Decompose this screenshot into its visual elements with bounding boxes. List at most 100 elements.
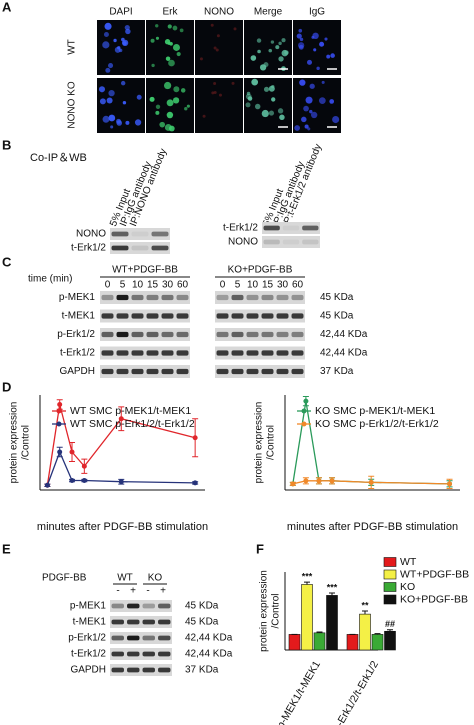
- blot-band: [231, 294, 244, 301]
- significance-mark: ***: [327, 582, 338, 592]
- cell: [306, 59, 313, 65]
- blot-band: [216, 313, 229, 319]
- cell: [114, 46, 121, 53]
- lane-label: 60: [292, 280, 304, 291]
- cell: [309, 109, 313, 114]
- blot-band: [146, 313, 159, 319]
- legend-marker: [56, 421, 62, 427]
- cell: [149, 96, 155, 102]
- row-label: GAPDH: [70, 665, 106, 676]
- blot-band: [276, 368, 289, 375]
- size-label: 45 KDa: [185, 601, 219, 612]
- cell: [179, 28, 184, 33]
- blot-band: [158, 667, 171, 673]
- blot-band: [127, 651, 140, 657]
- legend-marker: [301, 421, 307, 427]
- marker: [316, 478, 322, 484]
- row-label: t-Erk1/2: [71, 649, 106, 660]
- blot-strip: [110, 648, 172, 660]
- cell: [324, 37, 328, 41]
- group-label: WT: [117, 573, 133, 584]
- cell: [309, 83, 315, 89]
- size-label: 45 KDa: [320, 311, 354, 322]
- cell: [106, 97, 113, 104]
- blot-band: [276, 294, 289, 301]
- blot-band: [161, 350, 174, 356]
- blot-band: [282, 239, 300, 245]
- error-bar: [329, 592, 335, 596]
- blot-strip: [110, 228, 170, 240]
- cell: [313, 48, 317, 52]
- cell: [108, 89, 115, 97]
- cell: [263, 86, 270, 92]
- blot-band: [142, 635, 155, 641]
- blot-strip: [262, 222, 320, 234]
- cell: [172, 97, 180, 104]
- row-label: NONO: [228, 237, 258, 248]
- blot-band: [101, 331, 114, 338]
- error-bar: [374, 633, 381, 635]
- lane-label: 30: [277, 280, 289, 291]
- bar: [346, 634, 359, 651]
- legend-marker: [56, 408, 62, 414]
- bar: [371, 634, 384, 651]
- column-header: IgG: [309, 7, 325, 18]
- blot-band: [291, 368, 304, 375]
- cell: [113, 38, 117, 43]
- blot-strip: [215, 309, 305, 323]
- micrograph: [195, 78, 243, 133]
- blot-band: [131, 294, 144, 301]
- cell: [278, 41, 282, 46]
- row-label: NONO: [76, 229, 106, 240]
- cell: [168, 59, 175, 67]
- cell: [316, 66, 320, 71]
- y-axis-label: protein expression: [259, 570, 270, 652]
- size-label: 42,44 KDa: [320, 348, 368, 359]
- cell: [297, 42, 305, 49]
- legend-label: KO: [400, 581, 415, 593]
- cell: [104, 22, 112, 30]
- blot-band: [246, 294, 259, 301]
- cell: [155, 110, 160, 115]
- size-label: 37 KDa: [185, 665, 219, 676]
- cell: [164, 39, 171, 45]
- blot-band: [231, 350, 244, 356]
- cell: [199, 57, 203, 61]
- size-label: 42,44 KDa: [185, 649, 233, 660]
- legend-label: KO SMC p-Erk1/2/t-Erk1/2: [315, 418, 439, 430]
- blot-strip: [110, 242, 170, 254]
- cell: [250, 55, 257, 61]
- y-axis-label: protein expression: [254, 402, 265, 484]
- cell: [98, 86, 106, 93]
- cell: [151, 63, 155, 68]
- blot-band: [261, 313, 274, 319]
- blot-band: [127, 667, 140, 673]
- marker: [57, 402, 63, 407]
- cell: [165, 56, 171, 61]
- blot-band: [131, 313, 144, 319]
- marker: [118, 479, 124, 485]
- size-label: 45 KDa: [320, 292, 354, 303]
- cell: [215, 48, 219, 52]
- blot-band: [261, 368, 274, 375]
- blot-strip: [110, 664, 172, 676]
- cell: [163, 81, 172, 90]
- legend-swatch: [383, 557, 397, 567]
- cell: [211, 91, 215, 95]
- cell: [299, 79, 306, 86]
- blot-band: [142, 619, 155, 625]
- cell: [330, 53, 335, 58]
- blot-band: [282, 225, 300, 231]
- cell: [268, 110, 275, 116]
- cell: [176, 51, 181, 57]
- blot-band: [127, 619, 140, 625]
- group-label: WT+PDGF-BB: [112, 265, 178, 276]
- cell: [173, 86, 180, 93]
- legend-swatch: [383, 594, 397, 605]
- row-label: WT: [67, 39, 78, 55]
- lane-label: 0: [105, 280, 111, 291]
- marker: [81, 478, 87, 483]
- size-label: 42,44 KDa: [320, 329, 368, 340]
- x-tick-label: p-MEK1/t-MEK1: [275, 659, 323, 725]
